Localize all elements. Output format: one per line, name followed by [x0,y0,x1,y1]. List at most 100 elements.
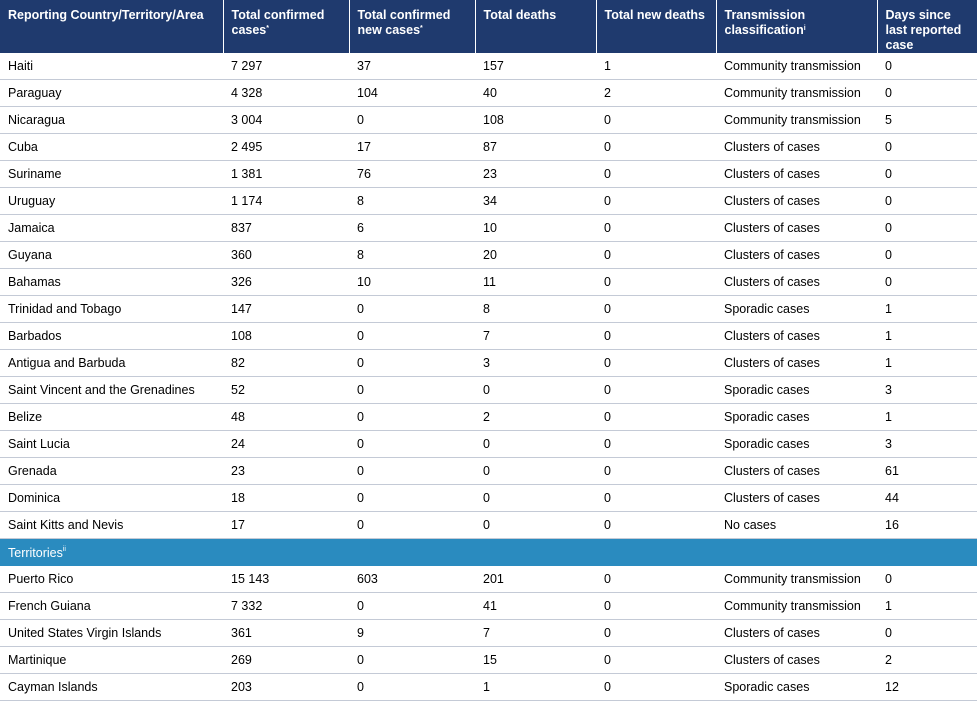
header-deaths: Total deaths [475,0,597,53]
header-days: Days since last reported case [877,0,977,53]
cell-transmission: Sporadic cases [716,430,877,458]
cell-new-deaths: 0 [596,349,716,377]
cell-days: 0 [877,53,977,80]
cell-deaths: 0 [475,511,596,539]
cell-days: 0 [877,619,977,647]
cell-days: 0 [877,133,977,161]
table-row: Cayman Islands 203 0 1 0 Sporadic cases 12 [0,673,977,701]
cell-days: 61 [877,457,977,485]
section-row-territories: Territoriesii [0,538,977,566]
cell-cases: 1 381 [223,160,349,188]
cell-country: Paraguay [0,79,223,107]
cell-deaths: 7 [475,322,596,350]
header-cases: Total confirmed cases* [223,0,350,53]
cell-days: 1 [877,403,977,431]
cell-cases: 4 328 [223,79,349,107]
cell-days: 1 [877,295,977,323]
cell-new-deaths: 0 [596,295,716,323]
cell-new-cases: 0 [349,511,475,539]
cell-new-deaths: 0 [596,484,716,512]
cell-deaths: 108 [475,106,596,134]
cell-new-cases: 37 [349,53,475,80]
cell-new-cases: 0 [349,295,475,323]
cell-new-deaths: 0 [596,187,716,215]
table-row: Saint Lucia 24 0 0 0 Sporadic cases 3 [0,430,977,458]
cell-days: 16 [877,511,977,539]
cell-country: Guyana [0,241,223,269]
cell-days: 0 [877,79,977,107]
cell-deaths: 2 [475,403,596,431]
cell-deaths: 157 [475,53,596,80]
cell-country: Puerto Rico [0,566,223,593]
cell-cases: 2 495 [223,133,349,161]
cell-new-deaths: 0 [596,133,716,161]
cell-country: Suriname [0,160,223,188]
header-row: Reporting Country/Territory/Area Total c… [0,0,977,53]
table-row: Trinidad and Tobago 147 0 8 0 Sporadic cases 1 [0,295,977,323]
cell-new-deaths: 0 [596,322,716,350]
cell-days: 2 [877,646,977,674]
cell-transmission: Sporadic cases [716,376,877,404]
cell-new-cases: 0 [349,646,475,674]
cell-cases: 3 004 [223,106,349,134]
cell-new-cases: 76 [349,160,475,188]
cell-transmission: Clusters of cases [716,484,877,512]
cell-country: Saint Vincent and the Grenadines [0,376,223,404]
cell-country: Trinidad and Tobago [0,295,223,323]
table-row: Belize 48 0 2 0 Sporadic cases 1 [0,403,977,431]
cell-country: Belize [0,403,223,431]
header-new-cases: Total confirmed new cases* [349,0,476,53]
cell-country: Grenada [0,457,223,485]
cell-country: Saint Kitts and Nevis [0,511,223,539]
cell-new-deaths: 0 [596,106,716,134]
cell-cases: 7 297 [223,53,349,80]
cell-new-deaths: 0 [596,566,716,593]
table-row: Dominica 18 0 0 0 Clusters of cases 44 [0,484,977,512]
table-row: Martinique 269 0 15 0 Clusters of cases 2 [0,646,977,674]
cell-days: 1 [877,592,977,620]
cell-days: 0 [877,241,977,269]
cell-new-cases: 0 [349,592,475,620]
cell-new-cases: 0 [349,376,475,404]
cell-deaths: 0 [475,457,596,485]
cell-country: Martinique [0,646,223,674]
cell-cases: 108 [223,322,349,350]
cell-country: Barbados [0,322,223,350]
cell-transmission: Clusters of cases [716,133,877,161]
cell-cases: 48 [223,403,349,431]
cell-deaths: 8 [475,295,596,323]
table-row: Bahamas 326 10 11 0 Clusters of cases 0 [0,268,977,296]
cell-deaths: 10 [475,214,596,242]
cell-transmission: Clusters of cases [716,457,877,485]
cell-days: 3 [877,430,977,458]
cell-new-deaths: 0 [596,403,716,431]
cell-country: Cuba [0,133,223,161]
cell-new-cases: 104 [349,79,475,107]
cell-new-deaths: 0 [596,430,716,458]
cell-new-cases: 8 [349,187,475,215]
cell-days: 3 [877,376,977,404]
cell-transmission: Clusters of cases [716,619,877,647]
cell-new-deaths: 0 [596,214,716,242]
cell-transmission: Community transmission [716,106,877,134]
cell-new-cases: 0 [349,322,475,350]
cell-days: 0 [877,268,977,296]
cell-new-cases: 10 [349,268,475,296]
cell-new-cases: 9 [349,619,475,647]
cell-cases: 203 [223,673,349,701]
cell-country: Saint Lucia [0,430,223,458]
cell-days: 0 [877,214,977,242]
cell-new-cases: 0 [349,673,475,701]
cell-deaths: 0 [475,430,596,458]
cell-cases: 23 [223,457,349,485]
header-country: Reporting Country/Territory/Area [0,0,224,53]
cell-deaths: 11 [475,268,596,296]
table-row: Guyana 360 8 20 0 Clusters of cases 0 [0,241,977,269]
cell-deaths: 1 [475,673,596,701]
table-row: Grenada 23 0 0 0 Clusters of cases 61 [0,457,977,485]
cell-days: 0 [877,566,977,593]
cell-new-cases: 0 [349,457,475,485]
cell-deaths: 7 [475,619,596,647]
table-row: Saint Vincent and the Grenadines 52 0 0 0 Spo… [0,376,977,404]
cell-transmission: Community transmission [716,566,877,593]
